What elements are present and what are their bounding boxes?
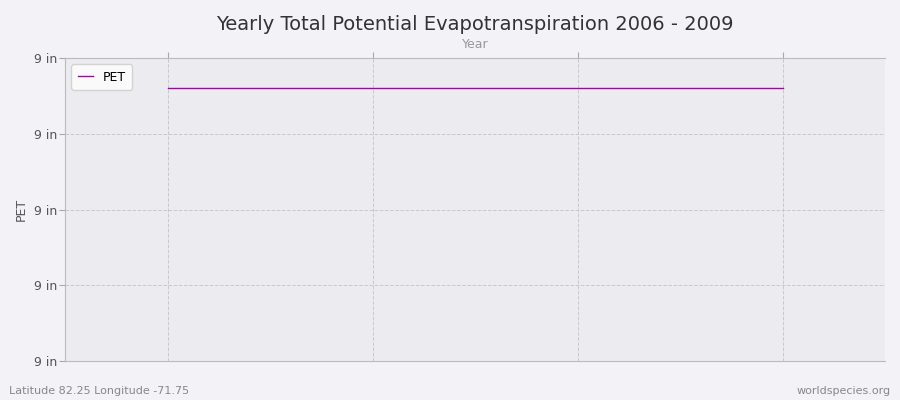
PET [162, 86, 173, 91]
Text: Latitude 82.25 Longitude -71.75: Latitude 82.25 Longitude -71.75 [9, 386, 189, 396]
PET [572, 86, 583, 91]
Y-axis label: PET: PET [15, 198, 28, 221]
X-axis label: Year: Year [462, 38, 489, 51]
Text: worldspecies.org: worldspecies.org [796, 386, 891, 396]
Title: Yearly Total Potential Evapotranspiration 2006 - 2009: Yearly Total Potential Evapotranspiratio… [216, 15, 734, 34]
PET [777, 86, 788, 91]
PET [367, 86, 378, 91]
Legend: PET: PET [71, 64, 132, 90]
